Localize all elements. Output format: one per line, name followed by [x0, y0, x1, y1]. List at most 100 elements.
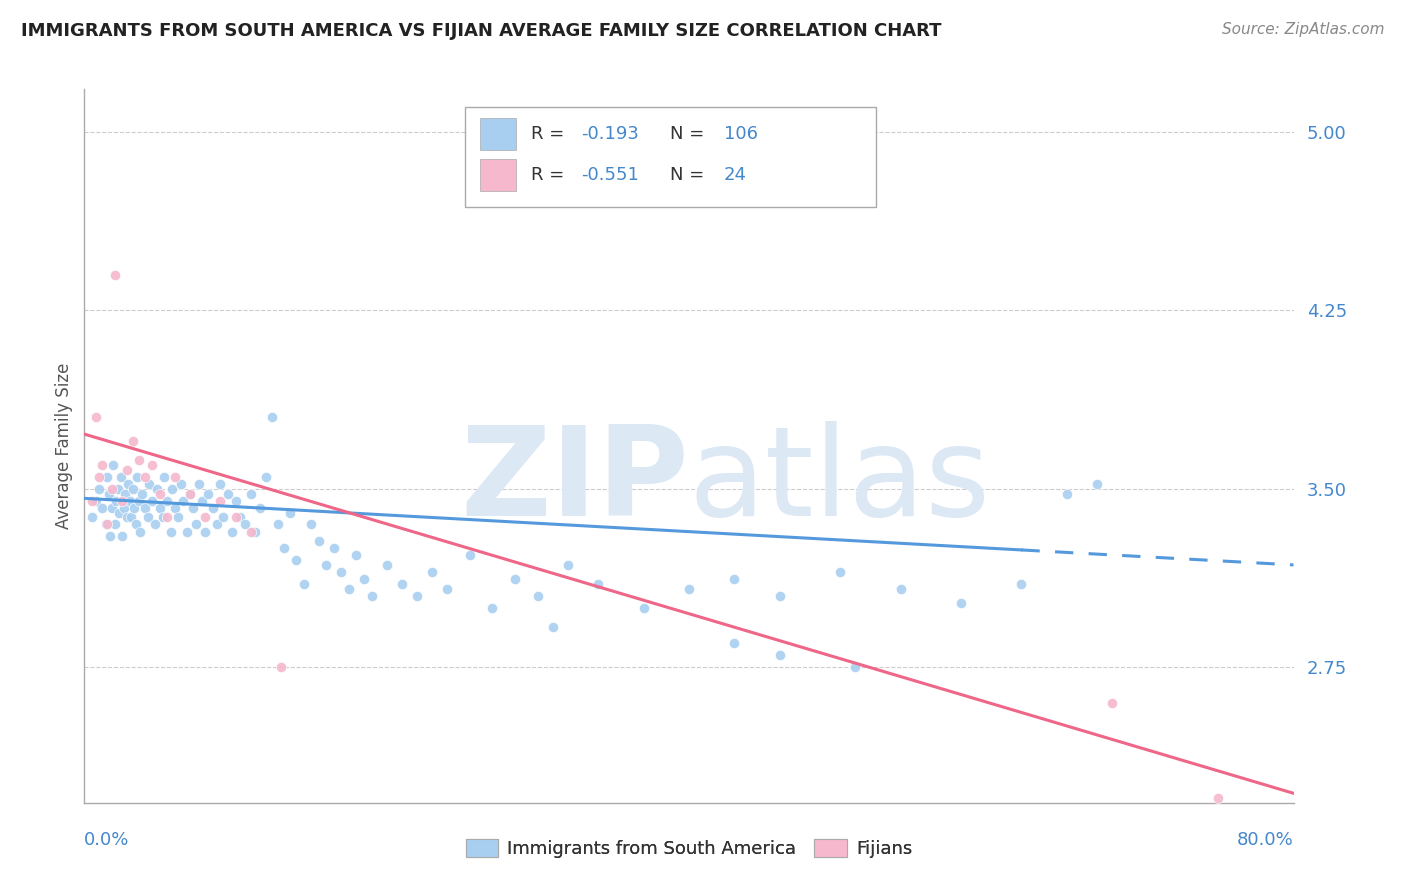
Point [125, 517, 148, 532]
Point [194, 524, 217, 539]
Point [149, 500, 172, 515]
Point [273, 541, 295, 556]
Point [503, 572, 526, 586]
Text: R =: R = [530, 166, 569, 184]
Point [254, 470, 277, 484]
Point [163, 470, 186, 484]
Point [315, 558, 337, 572]
Point [406, 589, 429, 603]
Point [120, 510, 142, 524]
Point [481, 600, 503, 615]
Point [217, 486, 239, 500]
Point [588, 577, 610, 591]
Point [117, 477, 139, 491]
Point [89, 470, 111, 484]
Text: 0.0%: 0.0% [84, 831, 129, 849]
FancyBboxPatch shape [479, 118, 516, 150]
Legend: Immigrants from South America, Fijians: Immigrants from South America, Fijians [458, 831, 920, 865]
FancyBboxPatch shape [465, 107, 876, 207]
Text: ZIP: ZIP [460, 421, 689, 542]
Point [249, 500, 271, 515]
Point [1085, 477, 1108, 491]
Point [114, 486, 136, 500]
Point [221, 524, 243, 539]
Point [153, 470, 176, 484]
Point [115, 510, 138, 524]
Point [179, 486, 201, 500]
Point [330, 565, 353, 579]
Point [1206, 791, 1229, 805]
Point [96, 517, 118, 532]
Point [96, 470, 118, 484]
Point [89, 482, 111, 496]
Point [136, 510, 159, 524]
Point [225, 493, 247, 508]
Point [163, 500, 186, 515]
Point [284, 553, 308, 567]
Point [152, 510, 174, 524]
Point [118, 493, 141, 508]
Point [243, 524, 266, 539]
FancyBboxPatch shape [479, 159, 516, 191]
Point [110, 470, 132, 484]
Point [80, 510, 103, 524]
Point [129, 524, 152, 539]
Point [201, 500, 224, 515]
Text: IMMIGRANTS FROM SOUTH AMERICA VS FIJIAN AVERAGE FAMILY SIZE CORRELATION CHART: IMMIGRANTS FROM SOUTH AMERICA VS FIJIAN … [21, 22, 942, 40]
Point [458, 549, 481, 563]
Point [156, 493, 179, 508]
Point [346, 549, 368, 563]
Text: atlas: atlas [689, 421, 991, 542]
Point [167, 510, 190, 524]
Point [141, 493, 163, 508]
Point [267, 517, 290, 532]
Point [678, 582, 700, 596]
Point [337, 582, 360, 596]
Point [541, 620, 564, 634]
Point [104, 517, 127, 532]
Point [121, 434, 143, 449]
Point [239, 524, 262, 539]
Point [91, 500, 114, 515]
Text: 106: 106 [724, 125, 758, 143]
Point [186, 517, 208, 532]
Point [160, 482, 183, 496]
Point [299, 517, 322, 532]
Point [112, 500, 135, 515]
Point [107, 482, 129, 496]
Point [1101, 696, 1123, 710]
Text: 80.0%: 80.0% [1237, 831, 1294, 849]
Point [239, 486, 262, 500]
Point [194, 510, 217, 524]
Point [108, 506, 131, 520]
Point [308, 534, 330, 549]
Y-axis label: Average Family Size: Average Family Size [55, 363, 73, 529]
Point [950, 596, 973, 610]
Point [375, 558, 398, 572]
Point [156, 510, 179, 524]
Point [633, 600, 655, 615]
Point [292, 577, 315, 591]
Text: Source: ZipAtlas.com: Source: ZipAtlas.com [1222, 22, 1385, 37]
Text: 24: 24 [724, 166, 747, 184]
Point [176, 524, 198, 539]
Point [233, 517, 256, 532]
Point [209, 477, 232, 491]
Point [830, 565, 852, 579]
Point [131, 486, 153, 500]
Point [769, 589, 792, 603]
Point [1010, 577, 1032, 591]
Point [225, 510, 247, 524]
Point [270, 660, 292, 674]
Point [890, 582, 912, 596]
Point [170, 477, 193, 491]
Point [134, 500, 156, 515]
Point [100, 500, 122, 515]
Point [111, 493, 134, 508]
Point [322, 541, 344, 556]
Point [115, 463, 138, 477]
Point [149, 486, 172, 500]
Point [191, 493, 214, 508]
Point [101, 458, 124, 472]
Text: -0.193: -0.193 [581, 125, 640, 143]
